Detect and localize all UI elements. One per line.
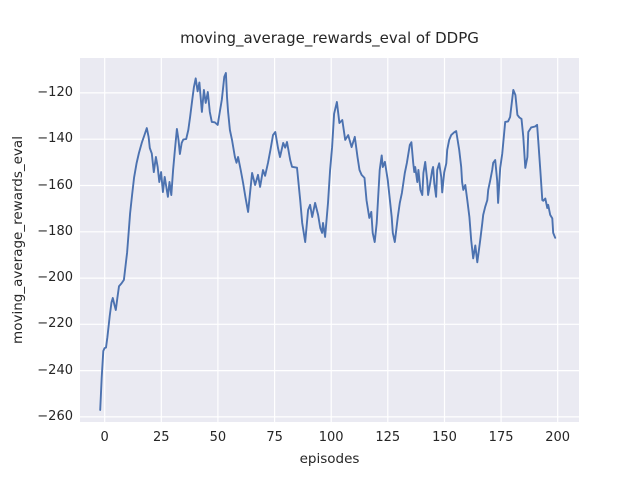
y-tick-label: −200 (37, 270, 73, 286)
y-tick-label: −180 (37, 223, 73, 239)
x-tick-label: 200 (545, 430, 571, 445)
grid-lines (80, 58, 579, 422)
x-tick-label: 125 (375, 430, 401, 445)
x-tick-label: 100 (318, 430, 344, 445)
chart-title: moving_average_rewards_eval of DDPG (180, 29, 479, 47)
x-tick-label: 75 (266, 430, 283, 445)
y-tick-label: −220 (37, 316, 73, 332)
x-tick-label: 25 (153, 430, 170, 445)
x-tick-label: 175 (488, 430, 514, 445)
y-axis-label-box: moving_average_rewards_eval (8, 58, 28, 422)
y-tick-label: −140 (37, 131, 73, 147)
x-tick-label: 150 (432, 430, 457, 445)
y-tick-label: −240 (37, 362, 73, 378)
y-tick-label: −260 (37, 408, 73, 424)
y-tick-label: −120 (37, 84, 73, 100)
y-tick-label: −160 (37, 177, 73, 193)
x-axis-label: episodes (299, 451, 360, 467)
x-tick-label: 50 (209, 430, 227, 445)
series-line (99, 72, 557, 411)
y-axis-label: moving_average_rewards_eval (10, 136, 26, 344)
x-tick-label: 0 (100, 430, 109, 445)
plot-svg (80, 58, 579, 422)
plot-area (80, 58, 579, 422)
